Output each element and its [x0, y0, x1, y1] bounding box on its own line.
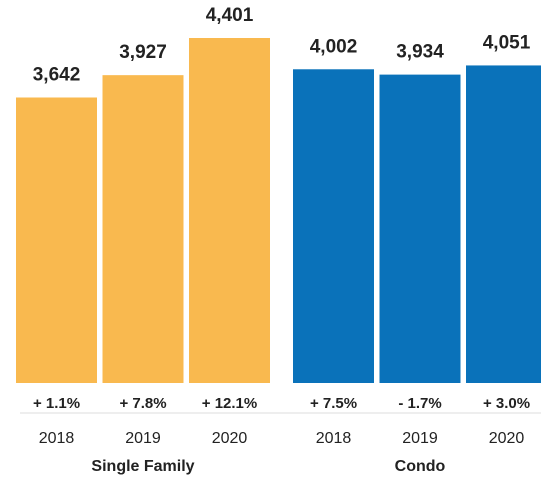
value-label: 3,642	[33, 65, 81, 86]
bar	[16, 97, 97, 384]
x-tick-label: 2020	[489, 430, 525, 447]
group-label: Condo	[395, 458, 446, 475]
value-label: 3,934	[396, 42, 444, 63]
x-tick-label: 2019	[125, 430, 161, 447]
bar	[379, 74, 461, 383]
value-label: 4,051	[483, 32, 531, 53]
bar	[293, 69, 374, 383]
bar	[466, 65, 541, 383]
bar	[102, 75, 184, 383]
change-label: + 7.8%	[119, 395, 166, 412]
x-tick-label: 2018	[39, 430, 75, 447]
value-label: 3,927	[119, 42, 167, 63]
change-label: + 12.1%	[202, 395, 257, 412]
group-label: Single Family	[91, 458, 194, 475]
change-label: + 3.0%	[483, 395, 530, 412]
change-label: - 1.7%	[398, 395, 441, 412]
x-tick-label: 2020	[212, 430, 248, 447]
change-label: + 7.5%	[310, 395, 357, 412]
value-label: 4,002	[310, 36, 358, 57]
change-label: + 1.1%	[33, 395, 80, 412]
bar	[189, 38, 270, 383]
x-tick-label: 2018	[316, 430, 352, 447]
value-label: 4,401	[206, 5, 254, 26]
x-tick-label: 2019	[402, 430, 438, 447]
